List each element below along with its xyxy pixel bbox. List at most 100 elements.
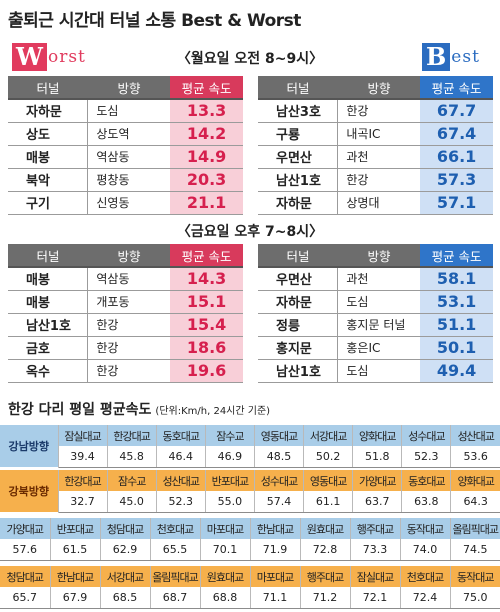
tunnel-name: 자하문 bbox=[258, 290, 338, 314]
table-row: 홍지문 홍은IC 50.1 bbox=[258, 336, 493, 360]
evening-period-label: 〈금요일 오후 7~8시〉 bbox=[176, 224, 324, 240]
evening-best-table: 터널 방향 평균 속도 우면산 과천 58.1 자하문 도심 53.1 정릉 홍지문 터널 51.1 홍… bbox=[258, 244, 493, 383]
bridge-speed: 64.3 bbox=[450, 491, 500, 513]
bridge-name: 잠수교 bbox=[205, 425, 255, 446]
page-title: 출퇴근 시간대 터널 소통 Best & Worst bbox=[8, 11, 301, 31]
column-header-tunnel: 터널 bbox=[258, 244, 338, 267]
bridge-speed: 68.8 bbox=[200, 587, 251, 609]
table-row: 정릉 홍지문 터널 51.1 bbox=[258, 313, 493, 337]
bridge-name: 동작대교 bbox=[400, 518, 451, 539]
table-row: 남산1호 한강 15.4 bbox=[8, 313, 243, 337]
average-speed: 57.3 bbox=[420, 168, 493, 192]
average-speed: 14.3 bbox=[170, 267, 243, 291]
tunnel-direction: 한강 bbox=[337, 168, 421, 192]
bridge-name: 서강대교 bbox=[303, 425, 354, 446]
bridge-grid-row4: 청담대교 한남대교 서강대교 올림픽대교 원효대교 마포대교 행주대교 잠실대교 천호대교 동작대… bbox=[0, 566, 500, 609]
column-header-direction: 방향 bbox=[87, 244, 171, 267]
bridge-speed: 68.5 bbox=[100, 587, 151, 609]
bridge-speed: 61.5 bbox=[50, 539, 101, 561]
table-row: 남산1호 도심 49.4 bbox=[258, 359, 493, 383]
bridge-speed: 45.8 bbox=[107, 446, 157, 468]
tunnel-direction: 과천 bbox=[337, 145, 421, 169]
average-speed: 21.1 bbox=[170, 191, 243, 215]
bridge-name: 한강대교 bbox=[107, 425, 157, 446]
bridge-name: 올림픽대교 bbox=[150, 566, 201, 587]
bridge-speed: 55.0 bbox=[205, 491, 255, 513]
bridge-name: 올림픽대교 bbox=[450, 518, 500, 539]
table-row: 금호 한강 18.6 bbox=[8, 336, 243, 360]
bridge-speed: 52.3 bbox=[156, 491, 206, 513]
bridge-speed: 52.3 bbox=[401, 446, 452, 468]
bridge-name: 마포대교 bbox=[200, 518, 251, 539]
column-header-speed: 평균 속도 bbox=[170, 244, 243, 267]
bridge-name: 가양대교 bbox=[0, 518, 51, 539]
column-header-direction: 방향 bbox=[87, 76, 171, 99]
bridge-speed: 63.7 bbox=[352, 491, 403, 513]
column-header-speed: 평균 속도 bbox=[420, 76, 493, 99]
bridge-name-row: 청담대교 한남대교 서강대교 올림픽대교 원효대교 마포대교 행주대교 잠실대교 천호대교 동작대… bbox=[0, 566, 500, 587]
bridge-speed-row: 39.4 45.8 46.4 46.9 48.5 50.2 51.8 52.3 53.6 bbox=[0, 446, 500, 468]
bridge-speed: 63.8 bbox=[401, 491, 452, 513]
tunnel-name: 매봉 bbox=[8, 267, 88, 291]
tunnel-name: 자하문 bbox=[8, 99, 88, 123]
column-header-tunnel: 터널 bbox=[8, 244, 88, 267]
tunnel-direction: 신영동 bbox=[87, 191, 171, 215]
table-row: 매봉 역삼동 14.9 bbox=[8, 145, 243, 169]
tunnel-direction: 홍지문 터널 bbox=[337, 313, 421, 337]
bridge-speed: 51.8 bbox=[352, 446, 403, 468]
bridge-speed: 72.8 bbox=[300, 539, 351, 561]
tunnel-direction: 한강 bbox=[87, 336, 171, 360]
bridge-speed: 65.5 bbox=[150, 539, 201, 561]
average-speed: 19.6 bbox=[170, 359, 243, 383]
tunnel-name: 상도 bbox=[8, 122, 88, 146]
tunnel-direction: 역삼동 bbox=[87, 267, 171, 291]
table-row: 자하문 도심 53.1 bbox=[258, 290, 493, 314]
direction-label: 강북방향 bbox=[0, 470, 59, 512]
bridge-name: 행주대교 bbox=[300, 566, 351, 587]
table-row: 구룡 내곡IC 67.4 bbox=[258, 122, 493, 146]
morning-period-label: 〈월요일 오전 8~9시〉 bbox=[176, 51, 324, 67]
average-speed: 58.1 bbox=[420, 267, 493, 291]
bridge-name: 영동대교 bbox=[303, 470, 354, 491]
bridge-name: 서강대교 bbox=[100, 566, 151, 587]
column-header-tunnel: 터널 bbox=[258, 76, 338, 99]
column-header-speed: 평균 속도 bbox=[170, 76, 243, 99]
average-speed: 51.1 bbox=[420, 313, 493, 337]
table-row: 매봉 개포동 15.1 bbox=[8, 290, 243, 314]
table-row: 옥수 한강 19.6 bbox=[8, 359, 243, 383]
bridge-speed: 46.9 bbox=[205, 446, 255, 468]
column-header-speed: 평균 속도 bbox=[420, 244, 493, 267]
average-speed: 67.7 bbox=[420, 99, 493, 123]
bridge-name: 행주대교 bbox=[350, 518, 401, 539]
bridge-name: 영동대교 bbox=[254, 425, 305, 446]
bridge-speed: 57.4 bbox=[254, 491, 305, 513]
average-speed: 15.1 bbox=[170, 290, 243, 314]
tunnel-name: 정릉 bbox=[258, 313, 338, 337]
table-row: 구기 신영동 21.1 bbox=[8, 191, 243, 215]
tunnel-direction: 과천 bbox=[337, 267, 421, 291]
bridge-name: 가양대교 bbox=[352, 470, 403, 491]
bridge-speed: 72.1 bbox=[350, 587, 401, 609]
average-speed: 18.6 bbox=[170, 336, 243, 360]
bridge-name: 성수대교 bbox=[401, 425, 452, 446]
bridge-name-row: 강북방향 한강대교 잠수교 성산대교 반포대교 성수대교 영동대교 가양대교 동호대교 양화대교 bbox=[0, 470, 500, 512]
tunnel-direction: 한강 bbox=[87, 359, 171, 383]
table-row: 북악 평창동 20.3 bbox=[8, 168, 243, 192]
table-header-row: 터널 방향 평균 속도 bbox=[8, 244, 243, 267]
bridge-speed: 32.7 bbox=[58, 491, 108, 513]
tunnel-direction: 역삼동 bbox=[87, 145, 171, 169]
tunnel-name: 자하문 bbox=[258, 191, 338, 215]
tunnel-direction: 도심 bbox=[337, 359, 421, 383]
tunnel-direction: 도심 bbox=[337, 290, 421, 314]
tunnel-name: 남산1호 bbox=[258, 168, 338, 192]
table-header-row: 터널 방향 평균 속도 bbox=[8, 76, 243, 99]
bridge-name: 천호대교 bbox=[400, 566, 451, 587]
table-row: 상도 상도역 14.2 bbox=[8, 122, 243, 146]
bridge-name: 마포대교 bbox=[250, 566, 301, 587]
bridge-name: 한남대교 bbox=[250, 518, 301, 539]
bridge-name: 동작대교 bbox=[450, 566, 500, 587]
gangnam-bridge-grid: 강남방향 잠실대교 한강대교 동호대교 잠수교 영동대교 서강대교 양화대교 성수대교 성산대교 3… bbox=[0, 425, 500, 468]
bridge-speed: 71.1 bbox=[250, 587, 301, 609]
bridge-speed-row: 57.6 61.5 62.9 65.5 70.1 71.9 72.8 73.3 74.0 74.5 bbox=[0, 539, 500, 561]
